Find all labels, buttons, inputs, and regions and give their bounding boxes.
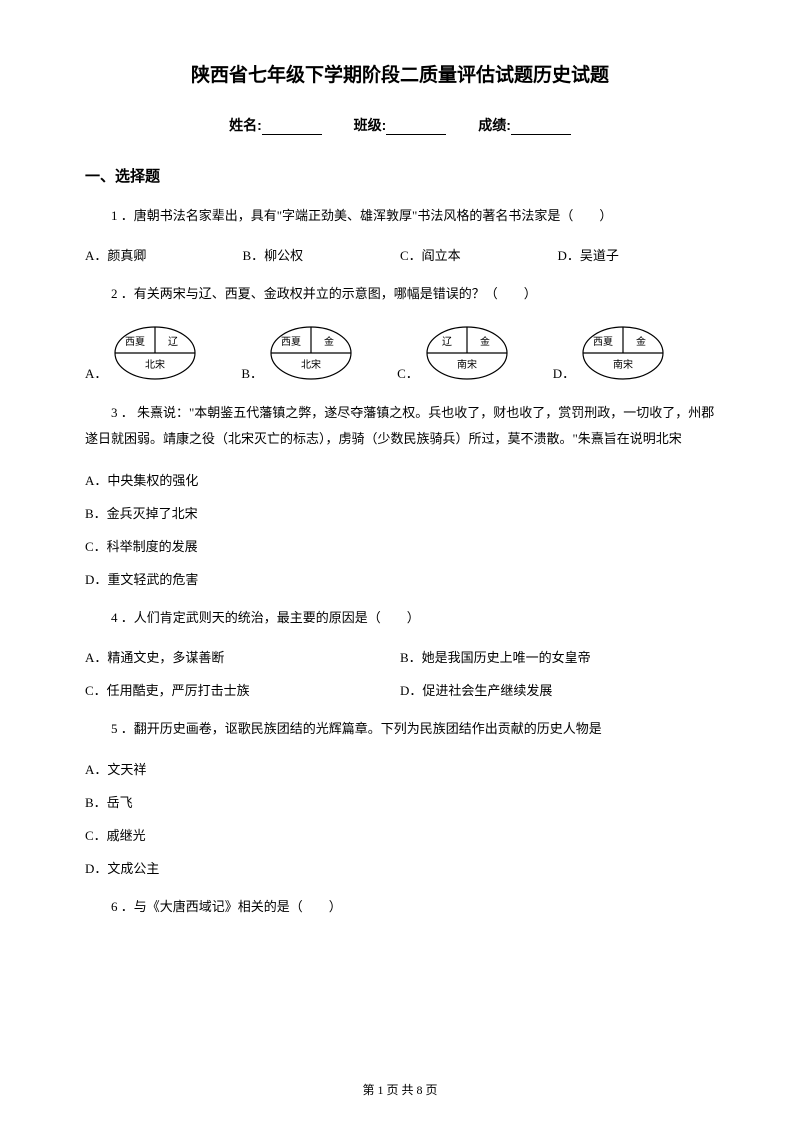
svg-text:金: 金 (480, 335, 490, 348)
svg-text:南宋: 南宋 (457, 358, 477, 371)
svg-text:北宋: 北宋 (145, 358, 165, 371)
q3-opt-b[interactable]: B．金兵灭掉了北宋 (85, 503, 715, 522)
q3-opt-d[interactable]: D．重文轻武的危害 (85, 569, 715, 588)
section-title: 一、选择题 (85, 165, 715, 186)
q5-opt-c[interactable]: C．戚继光 (85, 825, 715, 844)
q2-label-b: B． (241, 363, 263, 382)
page-title: 陕西省七年级下学期阶段二质量评估试题历史试题 (85, 60, 715, 87)
q4-opt-b[interactable]: B．她是我国历史上唯一的女皇帝 (400, 647, 715, 666)
q2-options: A． 西夏 辽 北宋 B． 西夏 金 北宋 C． (85, 324, 715, 382)
q2-label-d: D． (553, 363, 575, 382)
q4-opt-d[interactable]: D．促进社会生产继续发展 (400, 680, 715, 699)
q4-options: A．精通文史，多谋善断 B．她是我国历史上唯一的女皇帝 C．任用酷吏，严厉打击士… (85, 647, 715, 699)
score-blank[interactable] (511, 121, 571, 135)
q2-label-a: A． (85, 363, 107, 382)
info-line: 姓名: 班级: 成绩: (85, 115, 715, 135)
svg-text:南宋: 南宋 (613, 358, 633, 371)
diagram-icon: 辽 金 南宋 (423, 324, 511, 382)
q2-opt-a[interactable]: A． 西夏 辽 北宋 (85, 324, 199, 382)
q1-opt-b[interactable]: B．柳公权 (243, 245, 401, 264)
name-blank[interactable] (262, 121, 322, 135)
svg-text:北宋: 北宋 (301, 358, 321, 371)
q1-options: A．颜真卿 B．柳公权 C．阎立本 D．吴道子 (85, 245, 715, 264)
q5-options: A．文天祥 B．岳飞 C．戚继光 D．文成公主 (85, 759, 715, 877)
q2-opt-c[interactable]: C． 辽 金 南宋 (397, 324, 511, 382)
svg-text:金: 金 (324, 335, 334, 348)
svg-text:辽: 辽 (442, 336, 452, 348)
name-label: 姓名: (229, 117, 262, 133)
q2-opt-b[interactable]: B． 西夏 金 北宋 (241, 324, 355, 382)
q3-options: A．中央集权的强化 B．金兵灭掉了北宋 C．科举制度的发展 D．重文轻武的危害 (85, 470, 715, 588)
class-blank[interactable] (386, 121, 446, 135)
q5-opt-a[interactable]: A．文天祥 (85, 759, 715, 778)
score-label: 成绩: (478, 117, 511, 133)
question-2: 2 ．有关两宋与辽、西夏、金政权并立的示意图，哪幅是错误的？（ ） (85, 282, 715, 305)
q1-opt-c[interactable]: C．阎立本 (400, 245, 558, 264)
class-label: 班级: (354, 117, 387, 133)
question-6: 6 ．与《大唐西域记》相关的是（ ） (85, 895, 715, 918)
question-5: 5 ．翻开历史画卷，讴歌民族团结的光辉篇章。下列为民族团结作出贡献的历史人物是 (85, 717, 715, 740)
svg-text:西夏: 西夏 (593, 336, 613, 348)
question-1: 1 ．唐朝书法名家辈出，具有"字端正劲美、雄浑敦厚"书法风格的著名书法家是（ ） (85, 204, 715, 227)
diagram-icon: 西夏 金 南宋 (579, 324, 667, 382)
q4-opt-c[interactable]: C．任用酷吏，严厉打击士族 (85, 680, 400, 699)
q3-opt-a[interactable]: A．中央集权的强化 (85, 470, 715, 489)
q4-opt-a[interactable]: A．精通文史，多谋善断 (85, 647, 400, 666)
question-4: 4 ．人们肯定武则天的统治，最主要的原因是（ ） (85, 606, 715, 629)
q1-opt-d[interactable]: D．吴道子 (558, 245, 716, 264)
q5-opt-d[interactable]: D．文成公主 (85, 858, 715, 877)
q2-opt-d[interactable]: D． 西夏 金 南宋 (553, 324, 667, 382)
page-footer: 第 1 页 共 8 页 (0, 1081, 800, 1098)
q2-label-c: C． (397, 363, 419, 382)
diagram-icon: 西夏 辽 北宋 (111, 324, 199, 382)
diagram-icon: 西夏 金 北宋 (267, 324, 355, 382)
q5-opt-b[interactable]: B．岳飞 (85, 792, 715, 811)
svg-text:西夏: 西夏 (125, 336, 145, 348)
svg-text:西夏: 西夏 (281, 336, 301, 348)
svg-text:辽: 辽 (168, 336, 178, 348)
q1-opt-a[interactable]: A．颜真卿 (85, 245, 243, 264)
svg-text:金: 金 (636, 335, 646, 348)
question-3: 3 ． 朱熹说："本朝鉴五代藩镇之弊，遂尽夺藩镇之权。兵也收了，财也收了，赏罚刑… (85, 400, 715, 452)
q3-opt-c[interactable]: C．科举制度的发展 (85, 536, 715, 555)
